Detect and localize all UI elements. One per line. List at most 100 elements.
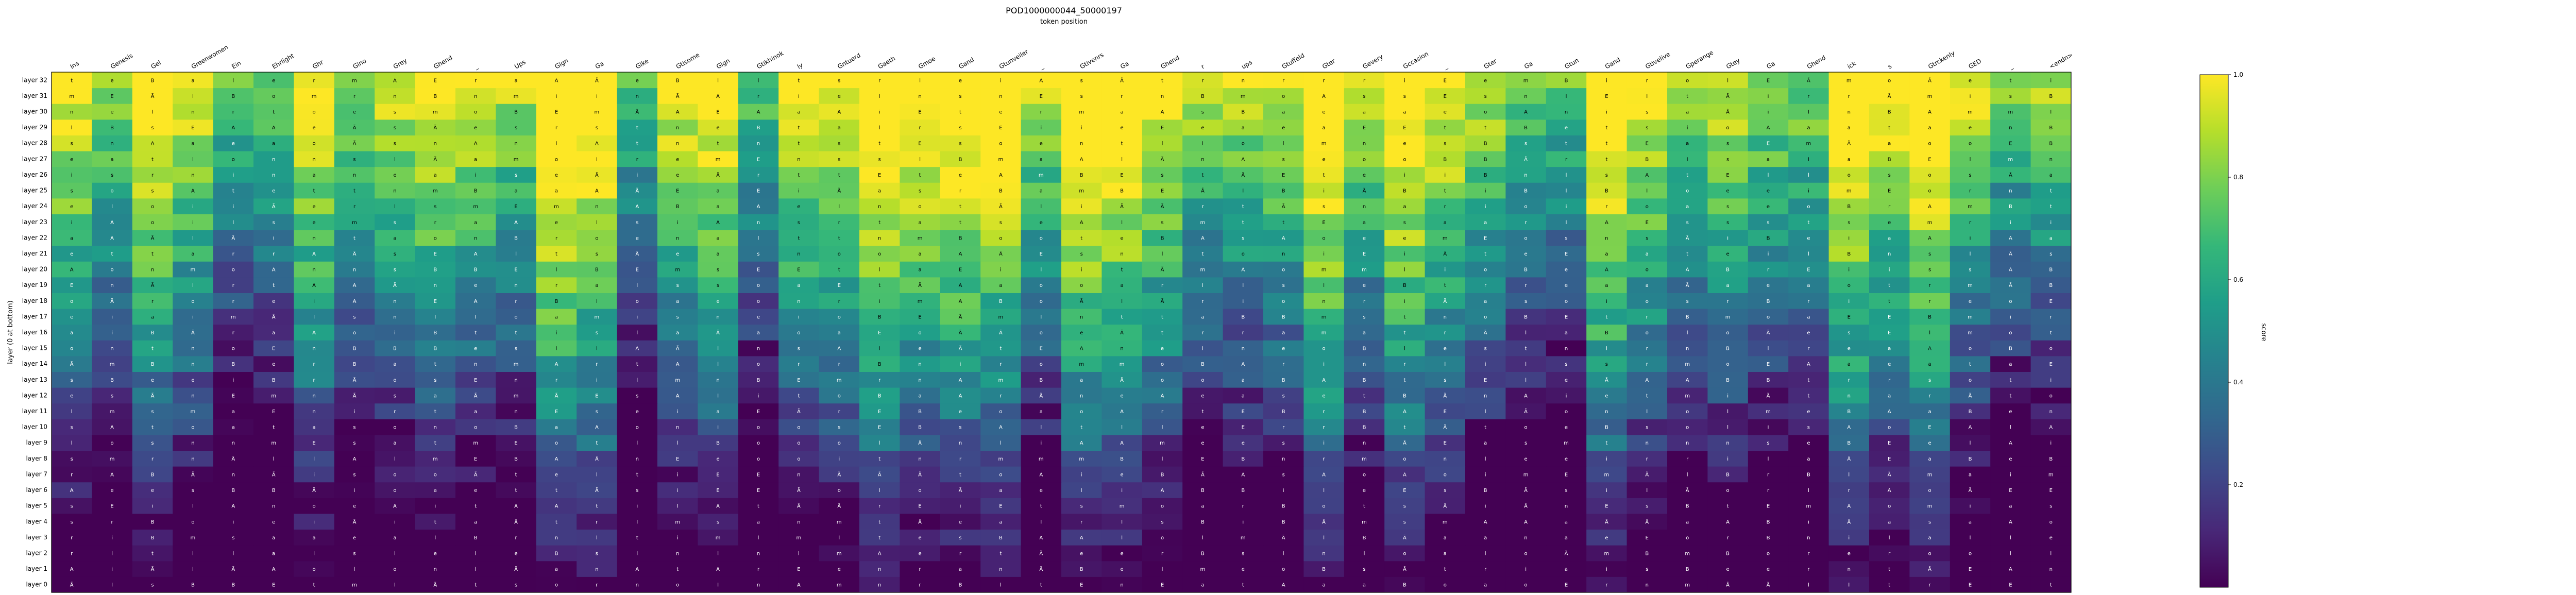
cell-token-glyph: s	[1242, 235, 1244, 241]
cell-token-glyph: r	[1161, 409, 1164, 415]
cell-token-glyph: l	[1768, 456, 1769, 462]
cell-token-glyph: B	[1161, 235, 1164, 241]
heatmap-cell	[1909, 119, 1951, 135]
heatmap-cell	[778, 182, 820, 199]
cell-token-glyph: i	[232, 173, 234, 178]
heatmap-cell	[1263, 151, 1304, 167]
cell-token-glyph: r	[596, 519, 598, 525]
cell-token-glyph: n	[676, 125, 679, 131]
heatmap-cell	[334, 104, 375, 120]
heatmap-cell	[52, 182, 92, 199]
heatmap-cell	[1344, 104, 1385, 120]
heatmap-cell	[778, 277, 820, 293]
heatmap-cell	[819, 560, 860, 577]
heatmap-cell	[213, 214, 254, 230]
heatmap-cell	[132, 513, 173, 530]
cell-token-glyph: t	[111, 251, 113, 257]
cell-token-glyph: l	[394, 157, 396, 162]
cell-token-glyph: m	[796, 535, 802, 541]
cell-token-glyph: i	[636, 551, 638, 556]
cell-token-glyph: r	[1807, 94, 1810, 99]
heatmap-cell	[1142, 119, 1183, 135]
heatmap-cell	[1546, 151, 1587, 167]
cell-token-glyph: l	[434, 314, 436, 320]
cell-token-glyph: a	[393, 440, 396, 446]
cell-token-glyph: e	[1363, 283, 1366, 288]
heatmap-cell	[334, 182, 375, 199]
cell-token-glyph: t	[1201, 173, 1204, 178]
y-tick-label: layer 9	[26, 439, 47, 446]
cell-token-glyph: a	[1363, 330, 1366, 336]
heatmap-cell	[1667, 230, 1708, 246]
heatmap-cell	[1263, 450, 1304, 467]
y-tick-label: layer 15	[22, 345, 47, 352]
heatmap-cell	[657, 560, 698, 577]
cell-token-glyph: t	[757, 504, 759, 509]
heatmap-cell	[334, 419, 375, 435]
heatmap-cell	[900, 214, 941, 230]
cell-token-glyph: m	[312, 94, 317, 99]
cell-token-glyph: A	[191, 189, 195, 194]
heatmap-cell	[375, 72, 416, 89]
cell-token-glyph: B	[1484, 141, 1487, 147]
heatmap-cell	[132, 387, 173, 404]
cell-token-glyph: Ã	[231, 566, 235, 572]
heatmap-cell	[1990, 230, 2031, 246]
cell-token-glyph: t	[1888, 283, 1890, 288]
cell-token-glyph: t	[1686, 251, 1688, 257]
heatmap-cell	[132, 198, 173, 214]
heatmap-cell	[132, 529, 173, 546]
heatmap-cell	[1748, 545, 1789, 562]
heatmap-cell	[738, 182, 779, 199]
cell-token-glyph: Ã	[70, 361, 74, 367]
cell-token-glyph: s	[515, 173, 517, 178]
cell-token-glyph: e	[1403, 141, 1406, 147]
heatmap-cell	[1384, 230, 1426, 246]
heatmap-cell	[92, 371, 133, 388]
heatmap-cell	[1869, 498, 1910, 514]
cell-token-glyph: a	[1201, 314, 1204, 320]
cell-token-glyph: E	[555, 409, 558, 415]
heatmap-cell	[1990, 434, 2031, 451]
cell-token-glyph: Ã	[1686, 234, 1689, 241]
cell-token-glyph: e	[1524, 456, 1528, 462]
cell-token-glyph: e	[1403, 235, 1406, 241]
cell-token-glyph: s	[1969, 173, 1971, 178]
cell-token-glyph: B	[555, 299, 558, 304]
cell-token-glyph: l	[394, 204, 396, 210]
cell-token-glyph: B	[1645, 551, 1649, 556]
heatmap-cell	[657, 450, 698, 467]
heatmap-cell	[1990, 560, 2031, 577]
cell-token-glyph: r	[555, 283, 558, 288]
cell-token-glyph: o	[1484, 267, 1487, 273]
cell-token-glyph: o	[797, 456, 800, 462]
cell-token-glyph: n	[191, 362, 194, 367]
colorbar-ticks: 0.20.40.60.81.0	[2228, 71, 2243, 488]
heatmap-cell	[52, 309, 92, 325]
x-tick-label: Ghend	[432, 54, 453, 71]
cell-token-glyph: t	[959, 220, 961, 226]
cell-token-glyph: E	[434, 78, 437, 83]
heatmap-cell	[1021, 482, 1062, 498]
heatmap-cell	[2030, 340, 2072, 356]
cell-token-glyph: r	[1848, 94, 1851, 99]
cell-token-glyph: i	[1485, 472, 1486, 478]
heatmap-cell	[253, 261, 294, 278]
cell-token-glyph: r	[555, 235, 558, 241]
heatmap-cell	[52, 371, 92, 388]
cell-token-glyph: A	[999, 173, 1003, 178]
heatmap-cell	[1425, 277, 1466, 293]
heatmap-cell	[1748, 434, 1789, 451]
cell-token-glyph: t	[676, 567, 679, 572]
cell-token-glyph: e	[1444, 110, 1447, 115]
heatmap-cell	[1707, 277, 1749, 293]
cell-token-glyph: E	[272, 409, 275, 415]
heatmap-cell	[1263, 88, 1304, 104]
cell-token-glyph: Ã	[353, 392, 357, 399]
heatmap-cell	[536, 482, 577, 498]
cell-token-glyph: o	[2049, 346, 2053, 352]
cell-token-glyph: t	[596, 504, 598, 509]
heatmap-cell	[213, 324, 254, 341]
heatmap-cell	[1303, 309, 1345, 325]
cell-token-glyph: s	[394, 110, 396, 115]
